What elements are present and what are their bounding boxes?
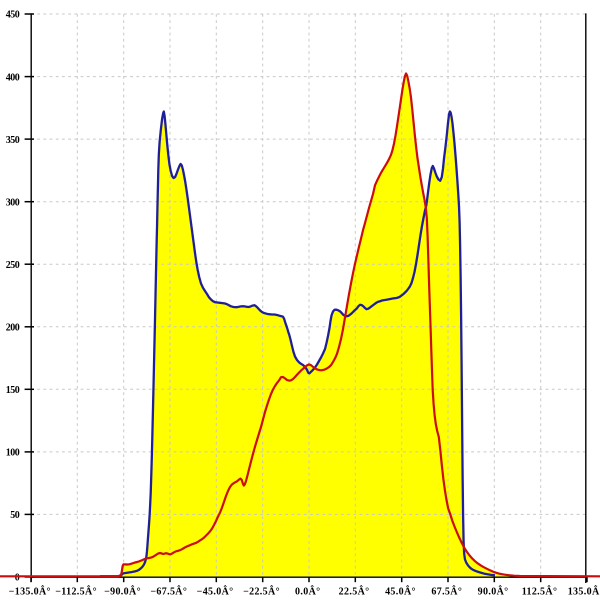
- svg-text:−22.5Â°: −22.5Â°: [243, 586, 280, 598]
- svg-text:−67.5Â°: −67.5Â°: [150, 586, 187, 598]
- svg-text:112.5Â°: 112.5Â°: [522, 586, 558, 598]
- svg-text:0: 0: [15, 573, 20, 584]
- svg-text:300: 300: [6, 197, 20, 208]
- svg-text:400: 400: [6, 72, 20, 83]
- svg-text:−90.0Â°: −90.0Â°: [104, 586, 141, 598]
- svg-text:22.5Â°: 22.5Â°: [339, 586, 370, 598]
- svg-text:350: 350: [6, 135, 20, 146]
- svg-text:−135.0Â°: −135.0Â°: [9, 586, 51, 598]
- svg-text:0.0Â°: 0.0Â°: [295, 586, 320, 598]
- svg-text:150: 150: [6, 385, 20, 396]
- svg-text:200: 200: [6, 323, 20, 334]
- svg-text:45.0Â°: 45.0Â°: [385, 586, 416, 598]
- svg-text:90.0Â°: 90.0Â°: [478, 586, 509, 598]
- svg-text:100: 100: [6, 448, 20, 459]
- svg-text:−45.0Â°: −45.0Â°: [197, 586, 234, 598]
- svg-text:250: 250: [6, 260, 20, 271]
- svg-text:450: 450: [6, 10, 20, 21]
- svg-text:135.0Â°: 135.0Â°: [568, 586, 600, 598]
- svg-text:−112.5Â°: −112.5Â°: [55, 586, 97, 598]
- svg-text:67.5Â°: 67.5Â°: [431, 586, 462, 598]
- svg-text:50: 50: [10, 510, 20, 521]
